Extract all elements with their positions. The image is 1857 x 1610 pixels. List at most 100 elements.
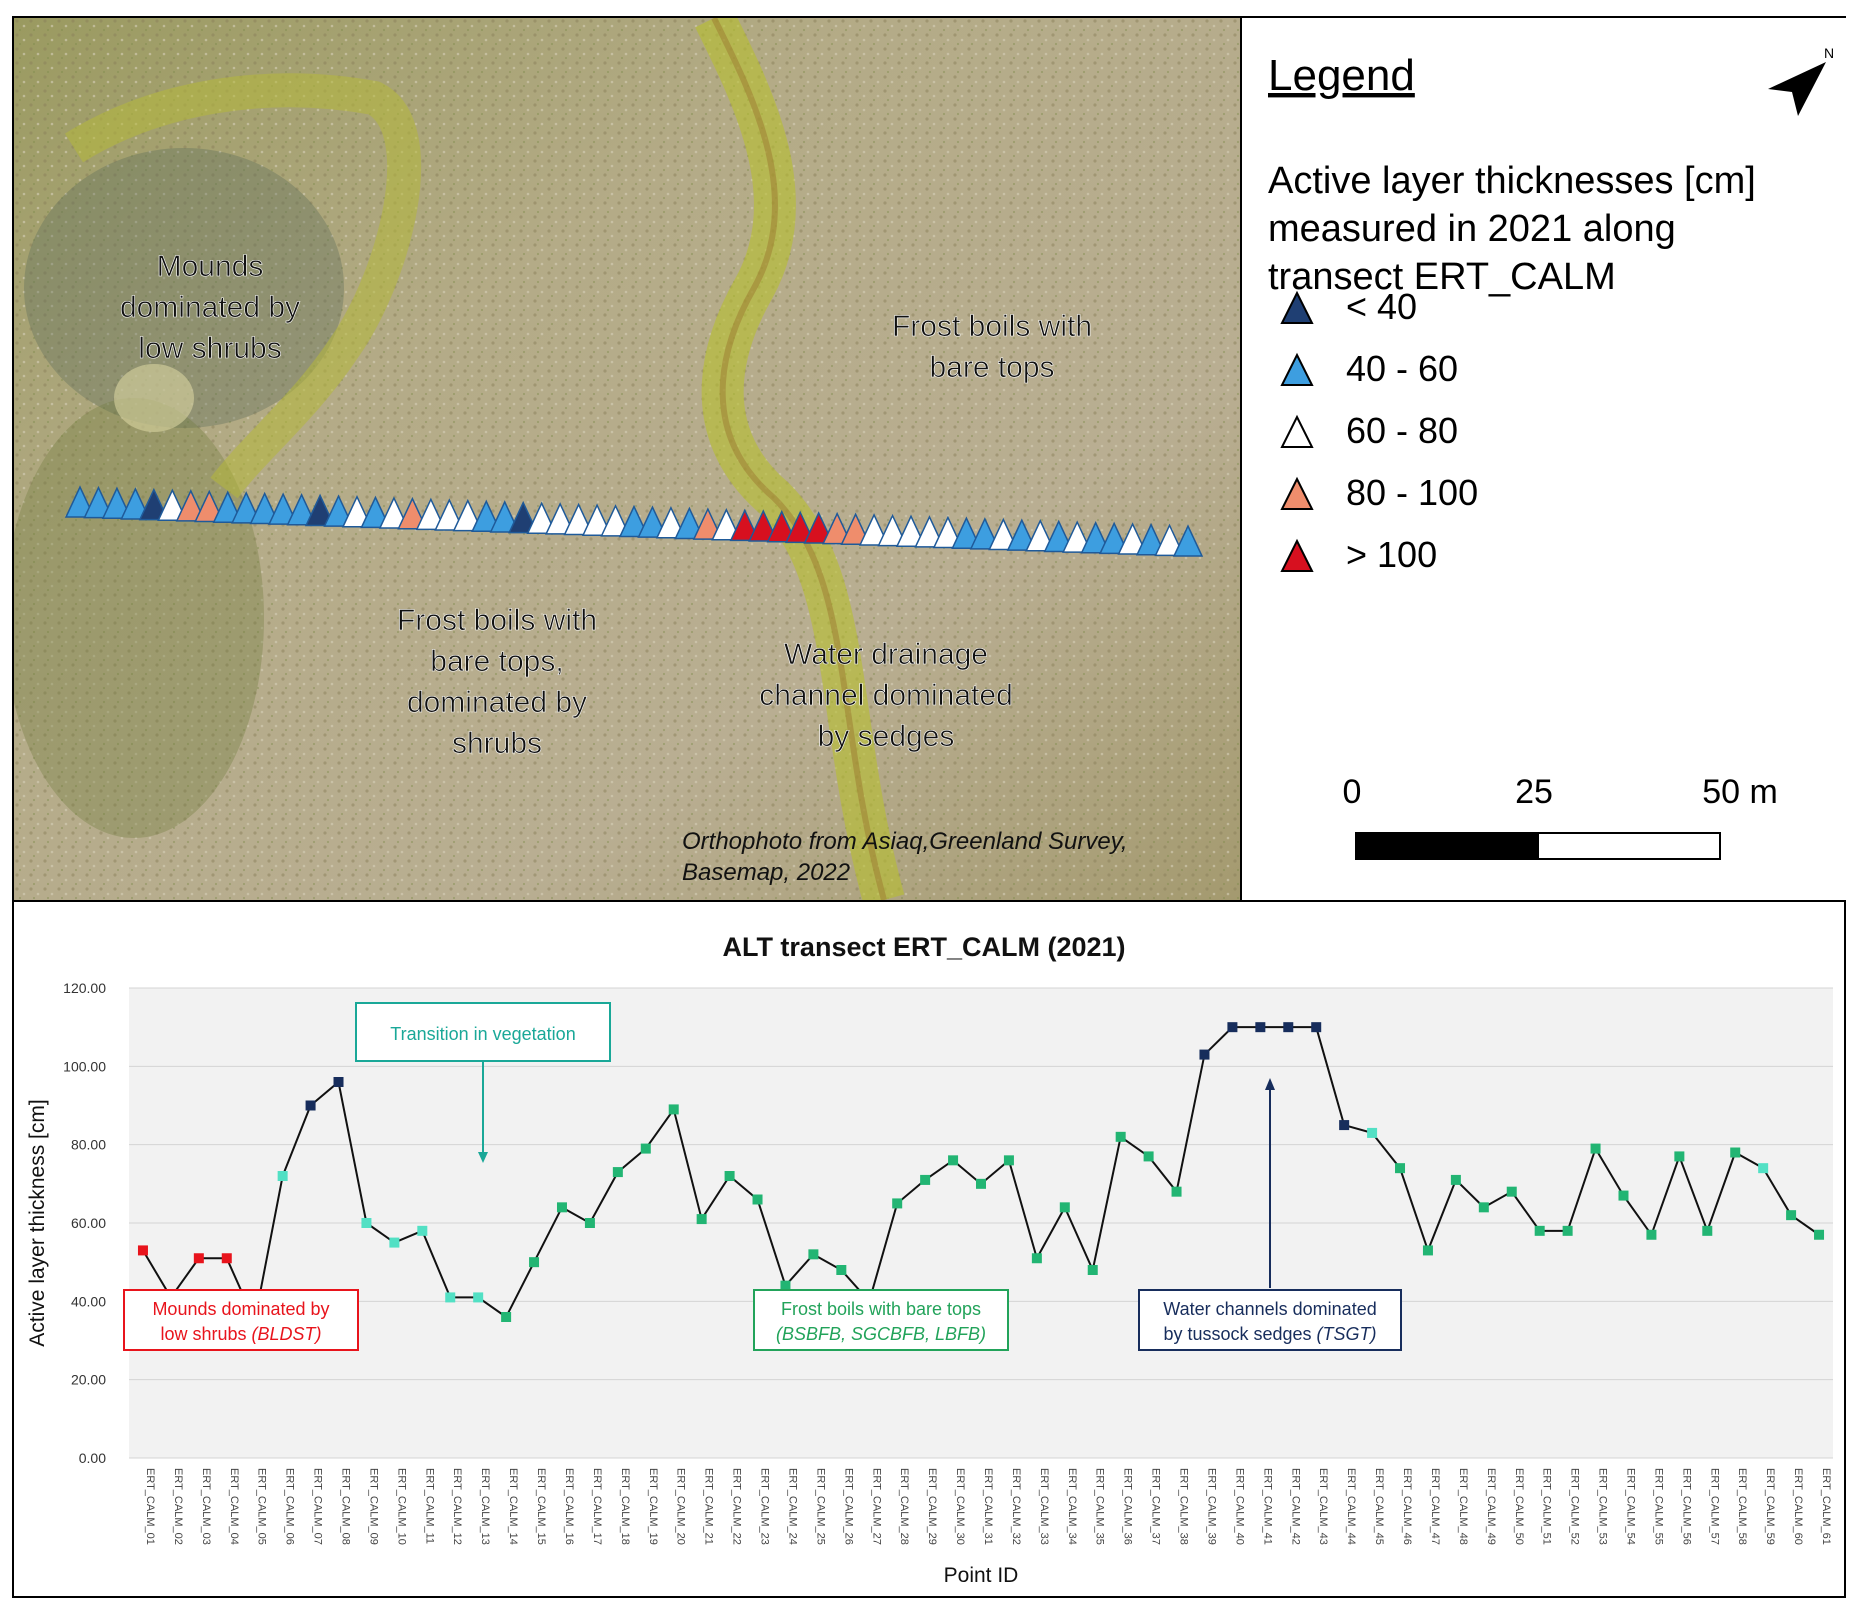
transect-marker — [988, 517, 1019, 551]
x-tick-label: ERT_CALM_15 — [535, 1468, 547, 1545]
transect-marker — [1025, 519, 1056, 552]
x-tick-label: ERT_CALM_58 — [1736, 1468, 1748, 1545]
transect-marker — [1043, 519, 1074, 553]
x-tick-label: ERT_CALM_35 — [1094, 1468, 1106, 1545]
x-tick-label: ERT_CALM_04 — [228, 1468, 240, 1545]
y-tick-label: 20.00 — [71, 1372, 106, 1388]
data-point — [584, 1218, 595, 1228]
x-tick-label: ERT_CALM_11 — [423, 1468, 435, 1544]
y-tick-label: 60.00 — [71, 1215, 106, 1231]
transect-marker — [581, 503, 613, 536]
north-arrow-icon: N — [1768, 45, 1834, 116]
svg-text:N: N — [1824, 45, 1834, 61]
data-point — [1478, 1202, 1489, 1213]
transect-marker — [877, 513, 908, 547]
scale-bar: 0 25 50 m — [1343, 773, 1778, 860]
data-point — [1674, 1151, 1685, 1162]
data-point — [1087, 1265, 1098, 1275]
x-tick-label: ERT_CALM_32 — [1010, 1468, 1022, 1545]
data-point — [445, 1292, 456, 1303]
transect-marker — [544, 502, 576, 535]
x-tick-label: ERT_CALM_26 — [842, 1468, 854, 1545]
legend-label-1: 40 - 60 — [1346, 348, 1458, 389]
data-point — [417, 1225, 428, 1236]
transect-marker — [249, 491, 280, 525]
svg-text:Frost boils with: Frost boils with — [397, 604, 597, 637]
svg-text:Basemap, 2022: Basemap, 2022 — [682, 859, 850, 886]
svg-text:by sedges: by sedges — [818, 720, 955, 753]
transect-marker — [1062, 520, 1093, 553]
transect-marker — [194, 489, 225, 523]
data-point — [1590, 1143, 1601, 1154]
mound-zone — [24, 148, 344, 428]
annotation-water-arrowhead — [1265, 1078, 1275, 1090]
transect-marker — [1117, 522, 1148, 555]
x-tick-label: ERT_CALM_05 — [256, 1468, 268, 1545]
legend-label-3: 80 - 100 — [1346, 472, 1478, 513]
x-axis-label: Point ID — [944, 1564, 1019, 1587]
annotation-mounds-line1: Mounds dominated by — [152, 1299, 329, 1319]
annotation-water-line1: Water channels dominated — [1163, 1299, 1376, 1319]
x-tick-label: ERT_CALM_08 — [340, 1468, 352, 1545]
data-point — [1171, 1186, 1182, 1197]
transect-marker — [452, 498, 483, 532]
transect-marker — [1080, 520, 1111, 554]
svg-text:channel dominated: channel dominated — [759, 679, 1013, 712]
data-point — [193, 1253, 204, 1264]
x-tick-label: ERT_CALM_46 — [1401, 1468, 1413, 1545]
x-tick-label: ERT_CALM_10 — [395, 1468, 407, 1545]
x-tick-label: ERT_CALM_13 — [479, 1468, 491, 1545]
annotation-frost-line2: (BSBFB, SGCBFB, LBFB) — [776, 1324, 986, 1344]
legend-label-2: 60 - 80 — [1346, 410, 1458, 451]
x-tick-label: ERT_CALM_19 — [647, 1468, 659, 1545]
svg-text:shrubs: shrubs — [452, 727, 542, 760]
transect-marker — [101, 486, 133, 520]
legend-svg: Legend N Active layer thicknesses [cm] m… — [1268, 45, 1834, 860]
scale-tick-50: 50 m — [1702, 773, 1778, 811]
x-tick-label: ERT_CALM_54 — [1624, 1468, 1636, 1545]
legend-title: Legend — [1268, 51, 1415, 100]
transect-marker — [1135, 522, 1167, 556]
annotation-mounds-line2: low shrubs (BLDST) — [160, 1324, 321, 1344]
data-point — [1758, 1163, 1769, 1174]
data-point — [1199, 1049, 1210, 1060]
data-point — [1786, 1210, 1797, 1221]
transect-marker — [231, 491, 262, 524]
transect-marker — [397, 496, 428, 530]
transect-marker — [655, 506, 687, 539]
transect-marker — [434, 498, 465, 531]
x-tick-label: ERT_CALM_27 — [870, 1468, 882, 1545]
data-point — [1450, 1174, 1461, 1185]
transect-marker — [1098, 521, 1130, 555]
data-point — [640, 1143, 651, 1154]
svg-text:Mounds: Mounds — [157, 250, 264, 283]
x-tick-label: ERT_CALM_50 — [1513, 1468, 1525, 1545]
data-point — [1730, 1147, 1741, 1158]
data-point — [1255, 1022, 1266, 1033]
y-tick-label: 80.00 — [71, 1137, 106, 1153]
chart-title: ALT transect ERT_CALM (2021) — [722, 932, 1125, 962]
x-tick-label: ERT_CALM_28 — [898, 1468, 910, 1545]
transect-marker — [1172, 524, 1204, 557]
legend-panel: Legend N Active layer thicknesses [cm] m… — [1240, 18, 1846, 900]
data-point — [1702, 1225, 1713, 1236]
transect-marker — [341, 494, 373, 528]
data-point — [1814, 1229, 1825, 1240]
data-point — [1283, 1022, 1294, 1033]
x-tick-label: ERT_CALM_25 — [814, 1468, 826, 1545]
data-point — [1115, 1131, 1126, 1142]
map-texture — [14, 18, 1240, 900]
x-tick-label: ERT_CALM_55 — [1652, 1468, 1664, 1545]
data-point — [361, 1218, 372, 1228]
transect-marker — [175, 489, 206, 522]
x-tick-label: ERT_CALM_49 — [1485, 1468, 1497, 1545]
transect-marker — [563, 502, 594, 536]
x-tick-label: ERT_CALM_03 — [200, 1468, 212, 1545]
transect-marker — [785, 510, 816, 544]
legend-symbol-3 — [1280, 476, 1314, 510]
transect-marker — [304, 493, 336, 527]
legend-symbol-0 — [1280, 290, 1314, 324]
annotation-transition: Transition in vegetation — [355, 1002, 611, 1163]
transect-marker — [323, 494, 354, 527]
legend-symbol-2 — [1280, 414, 1314, 448]
